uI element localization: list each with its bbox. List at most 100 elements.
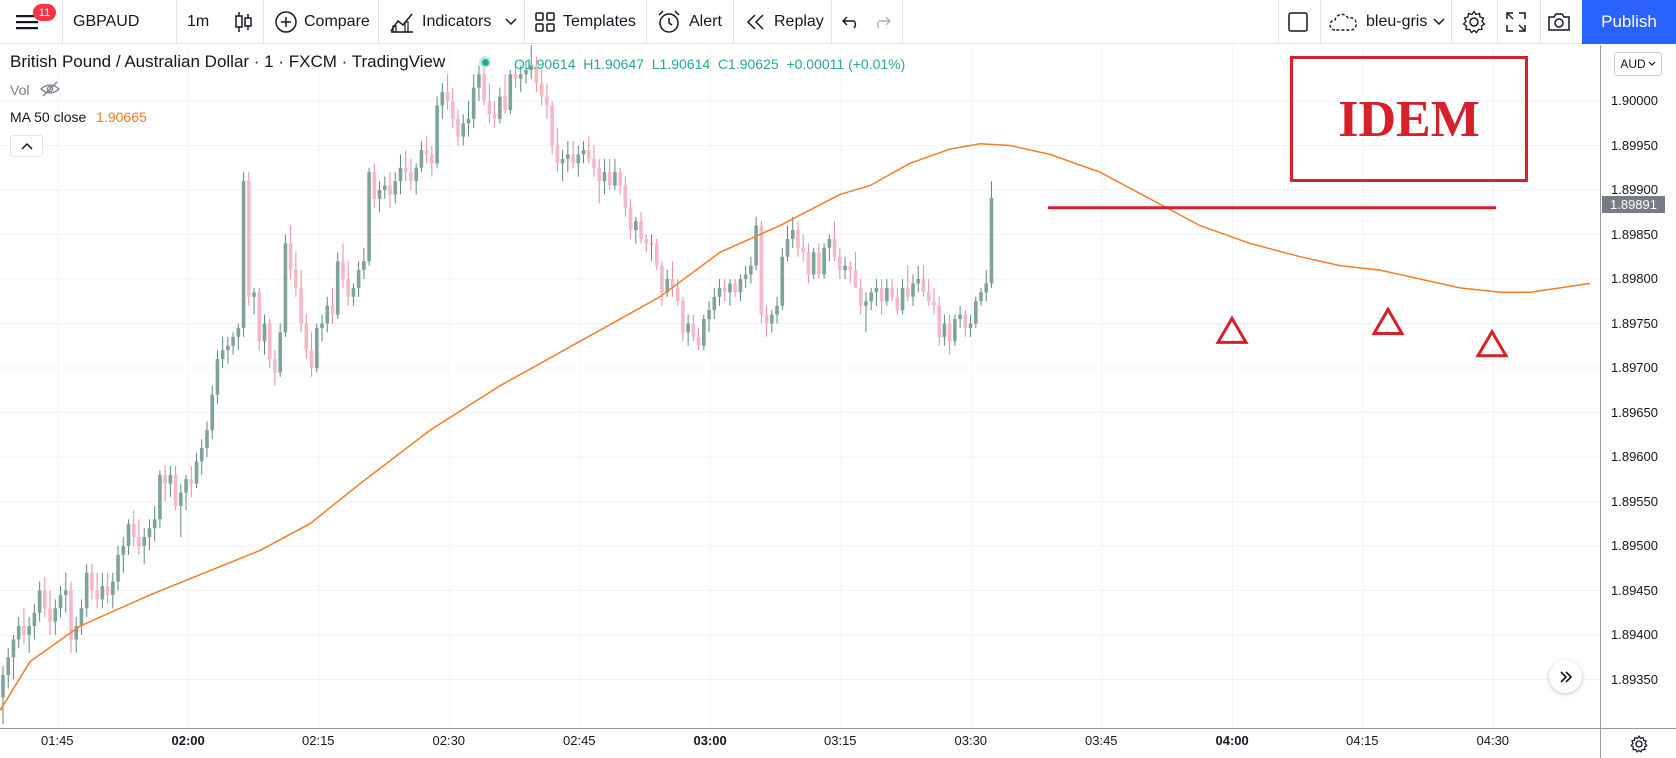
toolbar-divider <box>902 0 903 44</box>
time-label: 03:00 <box>693 733 727 748</box>
candle <box>105 572 110 604</box>
candle <box>48 590 52 635</box>
candle-body <box>466 118 471 124</box>
idem-annotation-text: IDEM <box>1338 90 1480 148</box>
candle <box>529 45 534 79</box>
chevron-down-icon <box>1648 61 1656 66</box>
candle-body <box>592 158 596 168</box>
candle-body <box>696 336 701 346</box>
symbol-search-button[interactable]: GBPAUD <box>73 13 140 30</box>
candle-body <box>848 265 853 271</box>
candle <box>764 305 769 337</box>
candle <box>90 563 94 600</box>
candle-body <box>304 323 309 351</box>
layout-button[interactable] <box>1288 0 1308 44</box>
replay-button[interactable]: Replay <box>746 0 824 44</box>
time-label: 03:15 <box>824 733 857 748</box>
chart-canvas[interactable] <box>0 45 1600 728</box>
candle <box>953 314 957 346</box>
publish-button[interactable]: Publish <box>1582 0 1676 44</box>
candle-body <box>712 296 717 311</box>
menu-button[interactable] <box>16 0 38 44</box>
save-layout-button[interactable]: bleu-gris <box>1328 0 1427 44</box>
candle-body <box>131 523 136 538</box>
candle-body <box>953 319 957 342</box>
candle <box>613 158 617 190</box>
candle-body <box>335 261 340 315</box>
price-label: 1.89850 <box>1611 226 1658 242</box>
candle <box>775 296 779 324</box>
candle-body <box>958 314 962 320</box>
candle-body <box>618 172 622 186</box>
idem-annotation-box[interactable]: IDEM <box>1290 56 1528 182</box>
candle <box>199 439 204 475</box>
price-axis[interactable] <box>1600 45 1676 728</box>
candle-body <box>152 519 157 529</box>
candle <box>513 65 518 88</box>
fullscreen-button[interactable] <box>1506 0 1526 44</box>
candle-body <box>707 310 711 320</box>
candle-body <box>973 301 978 324</box>
candle <box>215 350 220 404</box>
candle-body <box>27 626 31 635</box>
price-label: 1.89500 <box>1611 538 1658 553</box>
interval-button[interactable]: 1m <box>187 13 210 30</box>
hide-eye-icon[interactable] <box>40 81 60 102</box>
candle-body <box>796 230 800 248</box>
candle <box>210 385 214 440</box>
time-axis[interactable] <box>0 728 1600 758</box>
currency-selector[interactable]: AUD <box>1614 52 1662 76</box>
axis-settings-button[interactable] <box>1600 728 1676 758</box>
candle-body <box>330 305 335 315</box>
price-label: 1.89550 <box>1611 493 1658 509</box>
candle-body <box>754 225 758 266</box>
collapse-legend-button[interactable] <box>10 135 43 157</box>
indicators-button[interactable]: Indicators <box>390 0 491 44</box>
chart-type-button[interactable] <box>235 0 253 44</box>
toolbar-divider <box>1320 0 1321 44</box>
candle <box>163 465 167 502</box>
ma-indicator-legend: MA 50 close 1.90665 <box>10 109 147 125</box>
toolbar-divider <box>1278 0 1279 44</box>
price-label: 1.89600 <box>1611 449 1658 464</box>
candle-body <box>262 323 267 342</box>
redo-button[interactable] <box>873 0 891 44</box>
candle <box>131 510 136 546</box>
scroll-to-realtime-button[interactable] <box>1549 660 1582 693</box>
toolbar-divider <box>1451 0 1452 44</box>
candle <box>440 83 445 119</box>
time-label: 03:30 <box>954 733 988 748</box>
candle-body <box>926 292 931 302</box>
candle-body <box>445 92 450 101</box>
candle <box>712 287 717 320</box>
candle-body <box>409 172 413 182</box>
candle-body <box>241 181 246 328</box>
templates-button[interactable]: Templates <box>535 0 636 44</box>
candle <box>74 617 79 653</box>
candle <box>137 519 141 555</box>
candle <box>315 323 319 373</box>
candle <box>790 216 795 248</box>
layout-dropdown[interactable] <box>1433 0 1445 44</box>
cloud-icon <box>1329 13 1358 31</box>
candle-body <box>623 185 628 208</box>
candle <box>560 149 565 182</box>
candle-body <box>644 238 649 244</box>
candle <box>838 247 842 279</box>
candle-body <box>179 492 183 506</box>
candle <box>142 528 147 564</box>
candle-body <box>116 554 120 582</box>
candle-body <box>492 114 497 119</box>
snapshot-button[interactable] <box>1547 0 1571 44</box>
alert-button[interactable]: Alert <box>657 0 722 44</box>
chevron-down-icon <box>1433 18 1445 26</box>
indicators-dropdown[interactable] <box>505 0 517 44</box>
compare-button[interactable]: Compare <box>274 0 370 44</box>
candle-body <box>105 586 110 595</box>
chevron-down-icon <box>505 18 517 26</box>
candle-body <box>189 479 194 484</box>
settings-button[interactable] <box>1462 0 1486 44</box>
undo-button[interactable] <box>842 0 860 44</box>
candle-body <box>194 461 199 484</box>
candle-body <box>785 238 790 257</box>
